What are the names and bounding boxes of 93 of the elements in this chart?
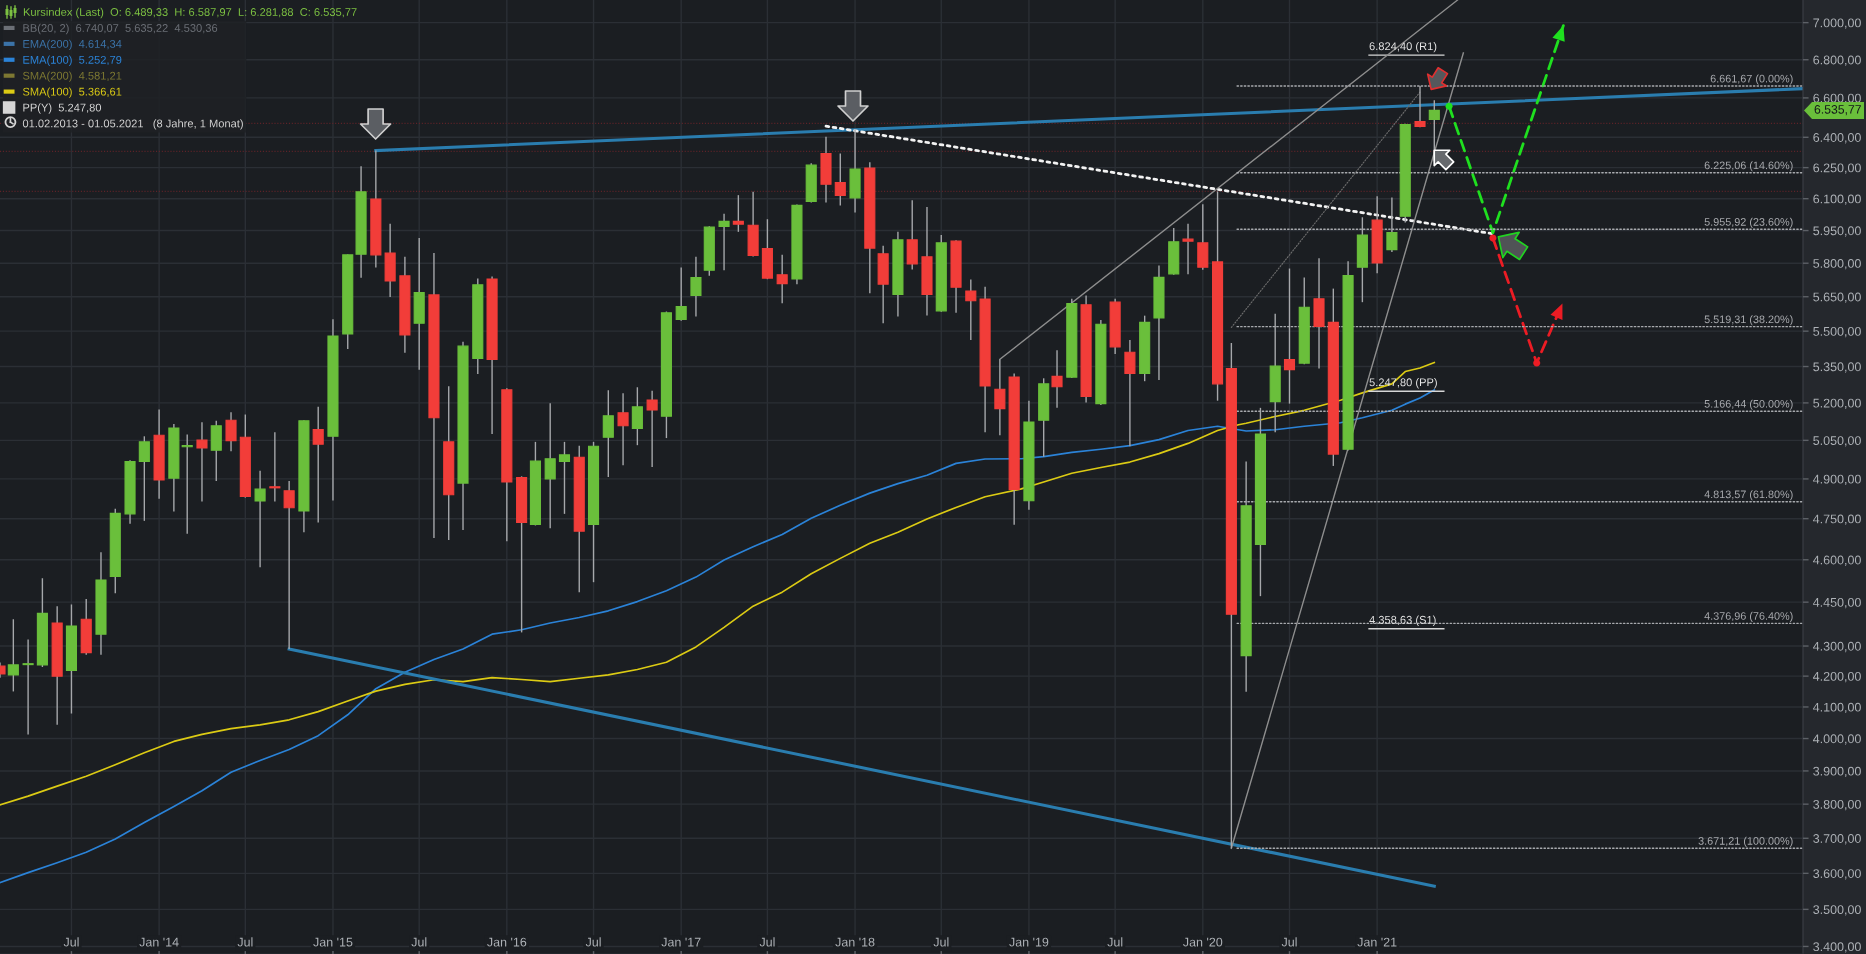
series-label: 6.661,67 (0.00%)	[1710, 74, 1793, 85]
series-label: 6.225,06 (14.60%)	[1704, 161, 1793, 172]
y-tick-label: 6.600,00	[1813, 93, 1861, 105]
y-tick-label: 4.000,00	[1813, 734, 1861, 745]
candlestick	[834, 152, 846, 207]
line-series	[0, 389, 1436, 884]
legend-label: SMA(100) 5.366,61	[22, 87, 122, 98]
x-tick-label: Jul	[759, 937, 775, 947]
x-tick-label: Jan '17	[661, 937, 701, 947]
candlestick	[1182, 222, 1194, 275]
y-tick-label: 3.500,00	[1813, 905, 1861, 916]
annotation: 01.02.2013 - 01.05.2021 (8 Jahre, 1 Monat)	[22, 119, 243, 130]
annotation: 6.824,40 (R1)	[1369, 42, 1437, 53]
candlestick	[7, 618, 19, 693]
x-tick-label: Jan '16	[487, 937, 527, 947]
x-tick-label: Jan '20	[1183, 937, 1223, 947]
y-tick-label: 4.100,00	[1813, 702, 1861, 714]
candlestick	[254, 470, 266, 568]
y-tick-label: 5.950,00	[1813, 226, 1861, 237]
point	[1489, 234, 1497, 242]
candlestick	[196, 421, 208, 503]
text: Kursindex (Last) O: 6.489,33 H: 6.587,97 L: 6.281,88 C: 6.535,77	[23, 7, 357, 19]
x-tick-label: Jan '18	[835, 937, 875, 947]
x-tick-label: Jul	[1107, 937, 1123, 947]
series-label: 5.519,31 (38.20%)	[1704, 315, 1793, 326]
y-tick-label: 4.900,00	[1813, 474, 1861, 486]
series-label: 3.671,21 (100.00%)	[1698, 836, 1793, 847]
annotation: EMA(200) 4.614,34	[23, 39, 122, 51]
annotation: SMA(200) 4.581,21	[22, 71, 122, 82]
series-label: 5.955,92 (23.60%)	[1704, 217, 1793, 228]
candlestick	[602, 389, 614, 478]
candlestick	[283, 480, 295, 650]
line-series	[0, 361, 1436, 806]
y-tick-label: 5.350,00	[1813, 362, 1861, 373]
candlestick	[1051, 349, 1063, 409]
series-label: 4.376,96 (76.40%)	[1704, 611, 1793, 622]
y-tick-label: 4.450,00	[1813, 597, 1861, 609]
annotation: 4.358,63 (S1)	[1369, 615, 1436, 626]
y-tick-label: 3.400,00	[1813, 942, 1861, 953]
candlestick	[617, 392, 629, 466]
x-tick-label: Jan '14	[139, 937, 179, 947]
candlestick	[776, 254, 788, 305]
y-tick-label: 3.800,00	[1813, 799, 1861, 811]
candlestick	[631, 386, 643, 446]
y-tick-label: 5.500,00	[1813, 326, 1861, 338]
annotation: BB(20, 2) 6.740,07 5.635,22 4.530,36	[23, 23, 218, 35]
candlestick	[646, 389, 658, 468]
candlestick	[994, 358, 1006, 436]
y-tick-label: 3.900,00	[1813, 766, 1861, 778]
series-label: 4.813,57 (61.80%)	[1704, 490, 1793, 501]
candlestick	[269, 431, 281, 503]
candlestick	[965, 278, 977, 341]
y-tick-label: 5.650,00	[1813, 292, 1861, 303]
y-tick-label: 6.250,00	[1813, 163, 1861, 174]
legend-label: EMA(100) 5.252,79	[23, 55, 122, 66]
y-tick-label: 4.750,00	[1813, 514, 1861, 525]
x-tick-label: Jan '21	[1357, 937, 1397, 947]
y-tick-label: 5.200,00	[1813, 398, 1861, 410]
x-tick-label: Jul	[1281, 937, 1297, 947]
y-tick-label: 5.800,00	[1813, 259, 1861, 270]
candlestick	[138, 435, 150, 522]
y-tick-label: 7.000,00	[1813, 18, 1861, 29]
legend-label: PP(Y) 5.247,80	[23, 103, 102, 114]
candlestick	[558, 441, 571, 515]
y-tick-label: 6.100,00	[1813, 194, 1861, 205]
x-tick-label: Jul	[237, 937, 253, 947]
candlestick	[312, 406, 324, 524]
y-tick-label: 6.800,00	[1813, 55, 1861, 66]
point	[1445, 102, 1453, 110]
x-tick-label: Jul	[933, 937, 949, 947]
text: 6.535,77	[1814, 105, 1861, 116]
candlestick	[1124, 339, 1136, 447]
candlestick	[732, 194, 744, 233]
candlestick	[675, 266, 687, 322]
y-tick-label: 3.600,00	[1813, 869, 1861, 880]
y-tick-label: 4.300,00	[1813, 641, 1861, 653]
x-tick-label: Jul	[63, 937, 79, 947]
candlestick	[225, 411, 237, 452]
candlestick	[22, 638, 34, 736]
series-label: 5.166,44 (50.00%)	[1704, 399, 1793, 410]
y-tick-label: 6.400,00	[1813, 133, 1861, 144]
candlestick	[690, 256, 702, 318]
y-tick-label: 5.050,00	[1813, 436, 1861, 447]
point	[1533, 359, 1541, 367]
candlestick	[544, 402, 556, 529]
y-tick-label: 4.600,00	[1813, 555, 1861, 566]
x-tick-label: Jan '15	[313, 937, 353, 947]
y-tick-label: 3.700,00	[1813, 834, 1861, 845]
x-tick-label: Jul	[585, 937, 601, 947]
candlestick	[718, 212, 730, 271]
x-tick-label: Jan '19	[1009, 937, 1049, 947]
x-tick-label: Jul	[411, 937, 427, 947]
y-tick-label: 4.200,00	[1813, 671, 1861, 683]
